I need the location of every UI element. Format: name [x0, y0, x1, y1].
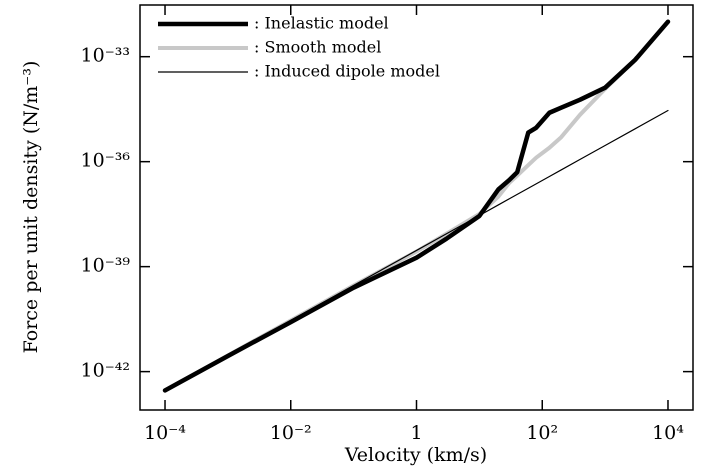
y-axis-label: Force per unit density (N/m⁻³) — [20, 61, 42, 354]
legend-label: : Induced dipole model — [254, 62, 440, 81]
x-tick-label: 10² — [526, 422, 558, 444]
x-tick-label: 10⁴ — [652, 422, 684, 444]
x-axis-label: Velocity (km/s) — [344, 444, 487, 466]
legend-label: : Smooth model — [254, 38, 381, 57]
x-tick-label: 1 — [410, 422, 422, 444]
line-series — [162, 19, 671, 393]
y-tick-label: 10⁻⁴² — [81, 360, 130, 382]
y-tick-label: 10⁻³³ — [81, 45, 130, 67]
x-tick-label: 10⁻⁴ — [144, 422, 186, 444]
legend-label: : Inelastic model — [254, 14, 389, 33]
x-tick-label: 10⁻² — [270, 422, 312, 444]
y-tick-label: 10⁻³⁹ — [81, 255, 131, 277]
y-tick-label: 10⁻³⁶ — [81, 150, 131, 172]
